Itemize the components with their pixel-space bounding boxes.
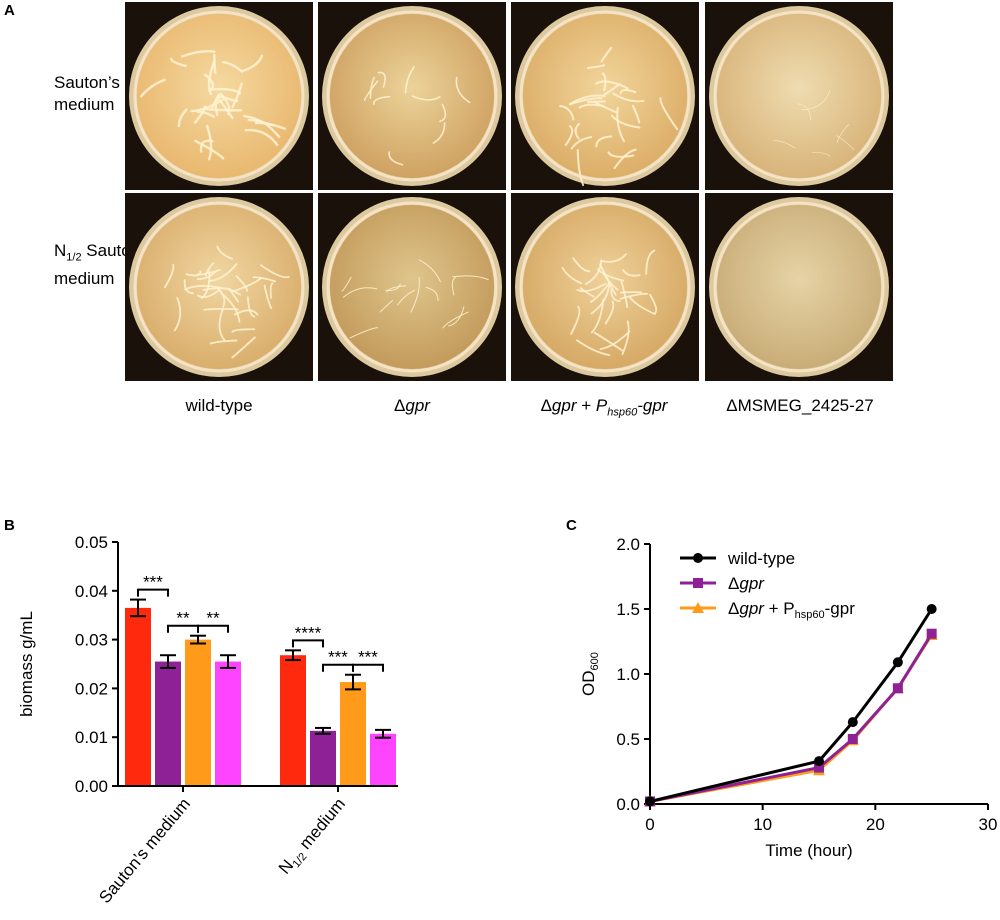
col-label-complemented: Δgpr + Phsp60-gpr xyxy=(540,396,668,419)
panel-b-letter: B xyxy=(4,517,15,534)
x-tick-label: N1/2 medium xyxy=(275,794,351,879)
y-axis-label: OD600 xyxy=(579,652,601,696)
significance-bracket xyxy=(352,663,384,672)
y-tick-label: 1.0 xyxy=(616,665,640,684)
series xyxy=(645,628,937,807)
data-point xyxy=(892,657,903,668)
culture-dish-photo xyxy=(511,193,699,381)
legend-label: Δgpr xyxy=(728,574,765,593)
series-line xyxy=(649,634,933,803)
data-point xyxy=(847,734,858,744)
significance-label: ** xyxy=(176,609,190,628)
culture-dish-photo xyxy=(125,2,313,190)
culture-dish-photo xyxy=(705,193,893,381)
x-tick-label: 20 xyxy=(866,815,885,834)
significance-label: *** xyxy=(143,573,163,592)
col-label-wild-type: wild-type xyxy=(185,396,253,415)
culture-dish-photo xyxy=(318,2,506,190)
panel-a-letter: A xyxy=(4,2,15,19)
data-point xyxy=(645,796,655,807)
x-tick-label: Sauton’s medium xyxy=(95,794,194,907)
col-label-msmeg: ΔMSMEG_2425-27 xyxy=(726,396,874,415)
legend: wild-type Δgpr Δgpr + Phsp60-gpr xyxy=(680,549,855,621)
data-point xyxy=(892,683,903,694)
data-point xyxy=(847,717,858,728)
bar xyxy=(155,661,181,786)
bar xyxy=(370,733,396,786)
significance-bracket xyxy=(292,639,324,648)
bar xyxy=(340,682,366,786)
bar xyxy=(215,661,241,786)
data-point xyxy=(814,762,824,773)
culture-dish-photo xyxy=(705,2,893,190)
x-tick-label: 30 xyxy=(979,815,998,834)
significance-label: **** xyxy=(295,623,322,642)
data-point xyxy=(926,628,937,639)
bar xyxy=(125,607,151,786)
legend-label: Δgpr + Phsp60-gpr xyxy=(728,599,855,621)
data-point xyxy=(693,578,703,588)
significance-label: ** xyxy=(206,609,220,628)
culture-dish-photo xyxy=(318,193,506,381)
y-tick-label: 0.0 xyxy=(616,795,640,814)
culture-dish-photo xyxy=(511,2,699,190)
data-point xyxy=(926,604,937,614)
series xyxy=(645,604,937,807)
panel-c-letter: C xyxy=(566,517,577,534)
series xyxy=(644,629,938,807)
data-point xyxy=(693,553,703,563)
od600-line-chart: 0.0 0.5 1.0 1.5 2.0 0 10 20 30 Time (hour) OD600 wi… xyxy=(579,535,998,860)
culture-dish-photo xyxy=(125,193,313,381)
legend-label: wild-type xyxy=(727,549,795,568)
data-point xyxy=(692,602,704,613)
y-tick-label: 0.03 xyxy=(75,631,108,650)
x-axis-label: Time (hour) xyxy=(765,841,852,860)
significance-label: *** xyxy=(358,648,378,667)
y-tick-label: 0.01 xyxy=(75,728,108,747)
bar xyxy=(280,655,306,786)
x-tick-label: 0 xyxy=(645,815,654,834)
row-label-sautons: Sauton’s medium xyxy=(54,73,120,114)
y-tick-label: 0.05 xyxy=(75,533,108,552)
significance-bracket xyxy=(137,588,169,597)
y-tick-label: 1.5 xyxy=(616,600,640,619)
y-tick-label: 0.04 xyxy=(75,582,108,601)
x-tick-label: 10 xyxy=(753,815,772,834)
y-axis: 0.00 0.01 0.02 0.03 0.04 0.05 xyxy=(75,533,119,796)
data-point xyxy=(814,756,824,767)
y-axis-label: biomass g/mL xyxy=(17,611,36,717)
significance-bracket xyxy=(197,624,229,633)
col-label-delta-gpr: Δgpr xyxy=(394,396,430,415)
y-tick-label: 2.0 xyxy=(616,535,640,554)
significance-label: *** xyxy=(328,648,348,667)
y-tick-label: 0.00 xyxy=(75,777,108,796)
y-tick-label: 0.02 xyxy=(75,679,108,698)
y-tick-label: 0.5 xyxy=(616,730,640,749)
bar xyxy=(310,730,336,786)
bar xyxy=(185,639,211,786)
